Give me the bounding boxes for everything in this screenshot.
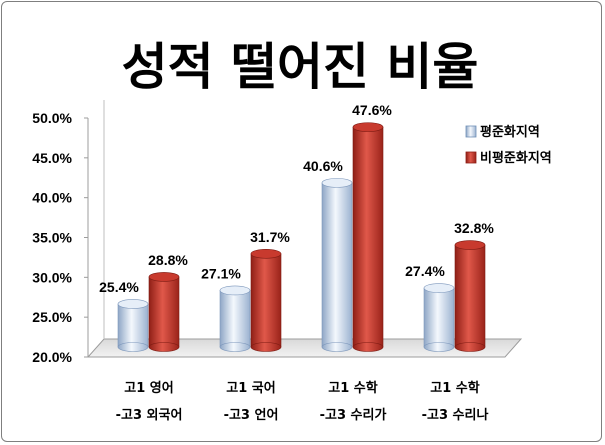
- legend-label-series-0: 평준화지역: [480, 124, 540, 140]
- x-category-label: 고1 영어: [124, 380, 173, 396]
- x-category-label: -고3 수리가: [320, 407, 387, 423]
- x-category-label: 고1 수학: [328, 380, 377, 396]
- plot-floor: [86, 338, 523, 358]
- y-tick-label: 50.0%: [32, 110, 72, 126]
- x-category-label: 고1 국어: [226, 380, 275, 396]
- bar-3-series-0: [423, 283, 455, 352]
- legend: 평준화지역 비평준화지역: [465, 124, 552, 166]
- legend-label-series-1: 비평준화지역: [480, 150, 552, 166]
- bar-3-series-1: [454, 240, 486, 352]
- x-category-label: -고3 언어: [224, 407, 279, 423]
- bar-0-series-1: [148, 272, 180, 352]
- y-tick-label: 30.0%: [32, 269, 72, 285]
- legend-swatch-series-1: [465, 151, 477, 164]
- y-tick-label: 20.0%: [32, 349, 72, 365]
- data-label: 31.7%: [250, 229, 290, 245]
- data-label: 40.6%: [303, 158, 343, 174]
- bar-1-series-1: [250, 248, 282, 352]
- bar-2-series-0: [321, 178, 353, 352]
- bar-1-series-0: [219, 285, 251, 352]
- x-category-label: -고3 외국어: [116, 407, 183, 423]
- bar-0-series-0: [117, 299, 149, 352]
- x-category-label: -고3 수리나: [422, 407, 489, 423]
- data-label: 47.6%: [352, 102, 392, 118]
- legend-swatch-series-0: [465, 125, 477, 138]
- x-category-label: 고1 수학: [430, 380, 479, 396]
- data-label: 27.4%: [405, 263, 445, 279]
- data-label: 25.4%: [99, 279, 139, 295]
- data-label: 32.8%: [454, 220, 494, 236]
- y-tick-label: 45.0%: [32, 150, 72, 166]
- y-tick-label: 25.0%: [32, 309, 72, 325]
- y-tick-label: 40.0%: [32, 190, 72, 206]
- chart-title: 성적 떨어진 비율: [122, 38, 479, 96]
- bar-2-series-1: [352, 122, 384, 352]
- data-label: 28.8%: [148, 252, 188, 268]
- y-tick-label: 35.0%: [32, 230, 72, 246]
- data-label: 27.1%: [201, 265, 241, 281]
